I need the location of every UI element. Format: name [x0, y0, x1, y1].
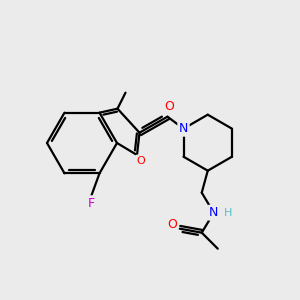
Text: N: N — [209, 206, 218, 219]
Text: O: O — [167, 218, 177, 231]
Text: O: O — [165, 100, 174, 113]
Text: H: H — [224, 208, 232, 218]
Text: F: F — [88, 197, 95, 210]
Text: O: O — [136, 156, 146, 166]
Text: N: N — [179, 122, 188, 135]
